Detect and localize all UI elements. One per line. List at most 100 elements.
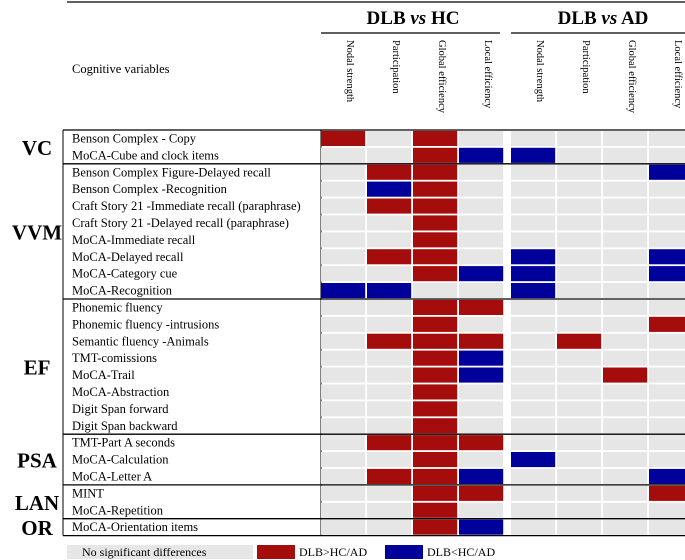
cell-ad-r4-c2 bbox=[603, 198, 648, 214]
cell-ad-r22-c2 bbox=[603, 502, 648, 518]
cell-ad-r8-c1 bbox=[557, 266, 602, 282]
cell-hc-r22-c0 bbox=[321, 502, 366, 518]
cell-ad-r2-c0 bbox=[511, 164, 556, 180]
group-label-ef: EF bbox=[24, 356, 51, 380]
cell-hc-r4-c3 bbox=[459, 198, 504, 214]
cell-hc-r9-c2 bbox=[413, 283, 458, 299]
cell-ad-r4-c0 bbox=[511, 198, 556, 214]
cell-hc-r15-c2 bbox=[413, 384, 458, 400]
panel-title-ad: DLB vs AD bbox=[558, 8, 649, 29]
row-label-23: MoCA-Orientation items bbox=[72, 520, 198, 534]
cell-ad-r5-c3 bbox=[649, 215, 685, 231]
cell-ad-r20-c3 bbox=[649, 468, 685, 484]
grid-lines bbox=[62, 1, 685, 537]
cell-ad-r20-c1 bbox=[557, 468, 602, 484]
legend-swatch-none bbox=[67, 545, 253, 559]
cell-hc-r5-c2 bbox=[413, 215, 458, 231]
cell-ad-r15-c2 bbox=[603, 384, 648, 400]
cell-hc-r2-c2 bbox=[413, 164, 458, 180]
legend-label-none: No significant differences bbox=[82, 545, 207, 559]
cell-ad-r21-c2 bbox=[603, 485, 648, 501]
row-label-18: TMT-Part A seconds bbox=[72, 436, 175, 450]
cell-ad-r15-c0 bbox=[511, 384, 556, 400]
cell-hc-r21-c2 bbox=[413, 485, 458, 501]
cell-hc-r12-c2 bbox=[413, 333, 458, 349]
cell-ad-r12-c3 bbox=[649, 333, 685, 349]
cell-ad-r15-c1 bbox=[557, 384, 602, 400]
heatmap-cells bbox=[321, 130, 685, 535]
cell-ad-r10-c3 bbox=[649, 299, 685, 315]
row-label-10: Phonemic fluency bbox=[72, 301, 163, 315]
cell-hc-r10-c0 bbox=[321, 299, 366, 315]
cell-ad-r14-c0 bbox=[511, 367, 556, 383]
legend-label-less: DLB<HC/AD bbox=[427, 545, 495, 559]
group-label-psa: PSA bbox=[17, 449, 58, 473]
column-label-ad-1: Participation bbox=[580, 40, 591, 94]
column-label-ad-2: Global efficiency bbox=[626, 40, 637, 114]
chart-labels: DLB vs HC DLB vs AD Cognitive variables Nod… bbox=[12, 8, 683, 540]
cell-hc-r14-c3 bbox=[459, 367, 504, 383]
cell-hc-r6-c1 bbox=[367, 232, 412, 248]
cell-hc-r17-c1 bbox=[367, 418, 412, 434]
cell-hc-r12-c3 bbox=[459, 333, 504, 349]
cell-hc-r18-c2 bbox=[413, 435, 458, 451]
row-label-17: Digit Span backward bbox=[72, 419, 178, 433]
cell-ad-r17-c2 bbox=[603, 418, 648, 434]
cell-ad-r4-c3 bbox=[649, 198, 685, 214]
cell-hc-r18-c3 bbox=[459, 435, 504, 451]
legend-swatch-greater bbox=[257, 545, 295, 559]
cell-ad-r3-c2 bbox=[603, 181, 648, 197]
cell-hc-r1-c0 bbox=[321, 147, 366, 163]
cell-hc-r2-c0 bbox=[321, 164, 366, 180]
cell-ad-r12-c1 bbox=[557, 333, 602, 349]
row-label-3: Benson Complex -Recognition bbox=[72, 182, 228, 196]
row-label-19: MoCA-Calculation bbox=[72, 453, 169, 467]
cell-ad-r8-c2 bbox=[603, 266, 648, 282]
legend-swatch-less bbox=[385, 545, 423, 559]
group-label-vvm: VVM bbox=[12, 220, 62, 244]
cell-ad-r20-c0 bbox=[511, 468, 556, 484]
cell-ad-r1-c0 bbox=[511, 147, 556, 163]
cell-ad-r20-c2 bbox=[603, 468, 648, 484]
cell-hc-r13-c1 bbox=[367, 350, 412, 366]
cell-hc-r22-c3 bbox=[459, 502, 504, 518]
cell-ad-r3-c0 bbox=[511, 181, 556, 197]
row-label-16: Digit Span forward bbox=[72, 402, 169, 416]
cell-hc-r11-c0 bbox=[321, 316, 366, 332]
cell-ad-r12-c0 bbox=[511, 333, 556, 349]
cell-ad-r16-c3 bbox=[649, 401, 685, 417]
cell-hc-r20-c1 bbox=[367, 468, 412, 484]
cell-hc-r4-c1 bbox=[367, 198, 412, 214]
cell-hc-r15-c3 bbox=[459, 384, 504, 400]
cell-ad-r12-c2 bbox=[603, 333, 648, 349]
cell-hc-r9-c1 bbox=[367, 283, 412, 299]
cell-ad-r10-c2 bbox=[603, 299, 648, 315]
cell-ad-r17-c3 bbox=[649, 418, 685, 434]
cell-ad-r16-c1 bbox=[557, 401, 602, 417]
row-label-11: Phonemic fluency -intrusions bbox=[72, 317, 219, 331]
cell-ad-r23-c1 bbox=[557, 519, 602, 535]
cell-hc-r23-c1 bbox=[367, 519, 412, 535]
cell-hc-r4-c0 bbox=[321, 198, 366, 214]
cell-ad-r9-c3 bbox=[649, 283, 685, 299]
cell-ad-r9-c0 bbox=[511, 283, 556, 299]
cell-hc-r11-c2 bbox=[413, 316, 458, 332]
cell-hc-r8-c1 bbox=[367, 266, 412, 282]
cell-hc-r8-c0 bbox=[321, 266, 366, 282]
row-label-15: MoCA-Abstraction bbox=[72, 385, 170, 399]
row-label-0: Benson Complex - Copy bbox=[72, 132, 197, 146]
cell-hc-r21-c1 bbox=[367, 485, 412, 501]
cell-ad-r11-c1 bbox=[557, 316, 602, 332]
cell-hc-r10-c3 bbox=[459, 299, 504, 315]
cell-hc-r10-c2 bbox=[413, 299, 458, 315]
cell-ad-r8-c0 bbox=[511, 266, 556, 282]
cell-ad-r5-c0 bbox=[511, 215, 556, 231]
panel-title-hc: DLB vs HC bbox=[367, 8, 460, 29]
cell-ad-r19-c0 bbox=[511, 452, 556, 468]
cell-ad-r5-c1 bbox=[557, 215, 602, 231]
cell-hc-r18-c0 bbox=[321, 435, 366, 451]
cell-hc-r15-c1 bbox=[367, 384, 412, 400]
cell-ad-r11-c3 bbox=[649, 316, 685, 332]
cell-hc-r13-c2 bbox=[413, 350, 458, 366]
cell-hc-r22-c2 bbox=[413, 502, 458, 518]
